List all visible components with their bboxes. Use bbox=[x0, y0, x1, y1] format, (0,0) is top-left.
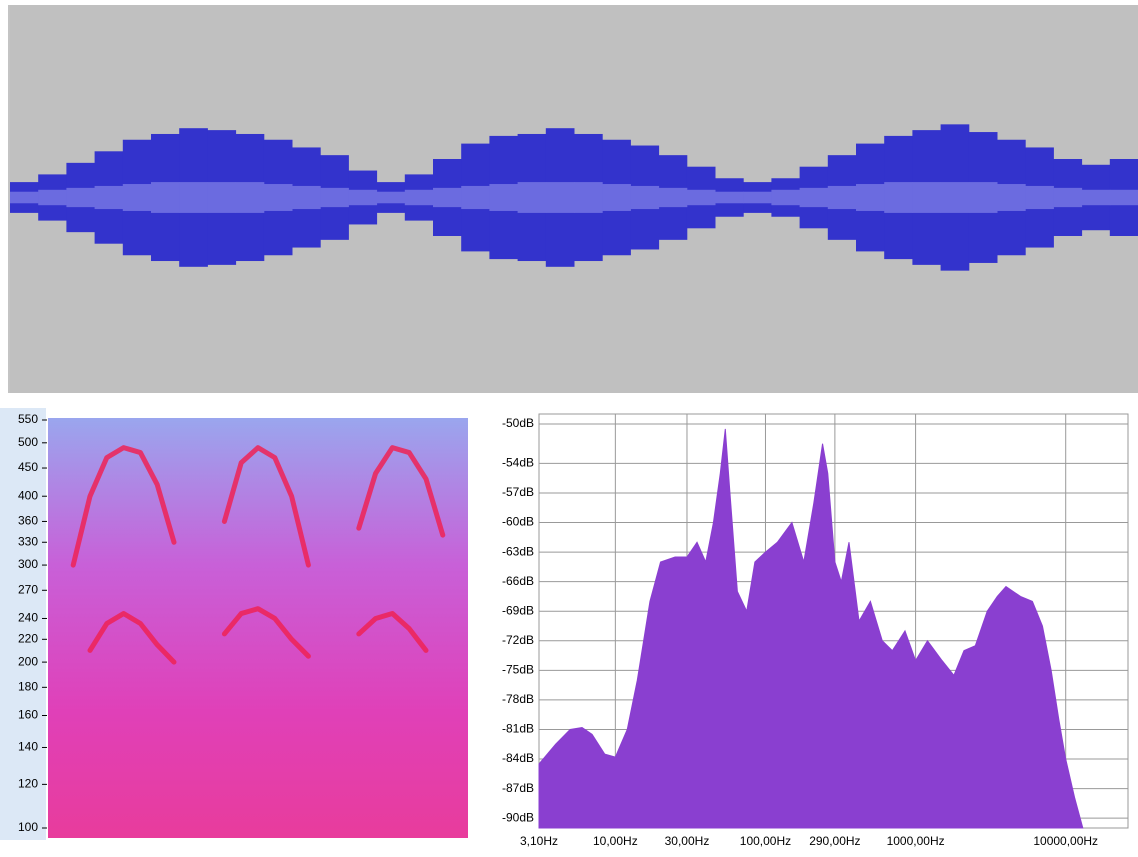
x-tick-label: 100,00Hz bbox=[740, 834, 791, 848]
envelope-bar bbox=[743, 192, 772, 204]
envelope-bar bbox=[405, 190, 434, 205]
envelope-bar bbox=[1025, 186, 1054, 209]
x-tick-label: 30,00Hz bbox=[665, 834, 710, 848]
envelope-bar bbox=[800, 188, 829, 207]
envelope-bar bbox=[884, 182, 913, 213]
y-tick-label: -72dB bbox=[502, 633, 534, 647]
y-tick-label: -90dB bbox=[502, 810, 534, 824]
envelope-bar bbox=[489, 184, 518, 211]
y-tick-label: 330 bbox=[18, 534, 38, 548]
y-tick-label: 160 bbox=[18, 708, 38, 722]
x-tick-label: 1000,00Hz bbox=[887, 834, 945, 848]
y-tick-label: -78dB bbox=[502, 692, 534, 706]
x-tick-label: 10000,00Hz bbox=[1033, 834, 1098, 848]
envelope-bar bbox=[1110, 190, 1138, 205]
envelope-bar bbox=[856, 184, 885, 211]
y-tick-label: -84dB bbox=[502, 751, 534, 765]
envelope-bar bbox=[292, 186, 321, 209]
envelope-bar bbox=[518, 182, 547, 213]
envelope-bar bbox=[828, 186, 857, 209]
envelope-bar bbox=[264, 184, 293, 211]
envelope-bar bbox=[95, 186, 124, 209]
envelope-bar bbox=[38, 190, 67, 205]
envelope-bar bbox=[207, 182, 236, 213]
envelope-bar bbox=[151, 182, 180, 213]
y-tick-label: 100 bbox=[18, 820, 38, 834]
y-tick-label: -81dB bbox=[502, 722, 534, 736]
envelope-bar bbox=[941, 182, 970, 213]
envelope-bar bbox=[771, 190, 800, 205]
y-tick-label: 120 bbox=[18, 777, 38, 791]
envelope-bar bbox=[574, 182, 603, 213]
page: 100 120 140 160 180 200 220 240 270 300 330 360 400 4… bbox=[0, 0, 1138, 852]
y-tick-label: -69dB bbox=[502, 603, 534, 617]
y-tick-label: -54dB bbox=[502, 456, 534, 470]
y-tick-label: 200 bbox=[18, 654, 38, 668]
y-tick-label: -66dB bbox=[502, 574, 534, 588]
envelope-bar bbox=[10, 192, 39, 204]
envelope-bar bbox=[602, 184, 631, 211]
envelope-bar bbox=[912, 182, 941, 213]
envelope-bar bbox=[66, 188, 95, 207]
envelope-bar bbox=[1082, 190, 1111, 205]
envelope-bar bbox=[377, 192, 406, 204]
y-tick-label: -50dB bbox=[502, 416, 534, 430]
y-tick-label: 500 bbox=[18, 435, 38, 449]
y-tick-label: 400 bbox=[18, 488, 38, 502]
y-tick-label: 270 bbox=[18, 582, 38, 596]
envelope-bar bbox=[461, 186, 490, 209]
y-tick-label: -75dB bbox=[502, 663, 534, 677]
envelope-bar bbox=[179, 182, 208, 213]
x-tick-label: 10,00Hz bbox=[593, 834, 638, 848]
y-tick-label: 240 bbox=[18, 611, 38, 625]
x-tick-label: 290,00Hz bbox=[809, 834, 860, 848]
envelope-bar bbox=[546, 182, 575, 213]
y-tick-label: -60dB bbox=[502, 515, 534, 529]
y-tick-label: 140 bbox=[18, 740, 38, 754]
y-tick-label: 220 bbox=[18, 631, 38, 645]
y-tick-label: 550 bbox=[18, 412, 38, 426]
envelope-bar bbox=[630, 186, 659, 209]
envelope-bar bbox=[348, 190, 377, 205]
x-tick-label: 3,10Hz bbox=[520, 834, 558, 848]
y-tick-label: 300 bbox=[18, 557, 38, 571]
envelope-bar bbox=[1053, 188, 1082, 207]
y-tick-label: 180 bbox=[18, 679, 38, 693]
envelope-bar bbox=[236, 182, 265, 213]
y-tick-label: 450 bbox=[18, 460, 38, 474]
envelope-bar bbox=[969, 182, 998, 213]
envelope-bar bbox=[997, 184, 1026, 211]
envelope-bar bbox=[433, 188, 462, 207]
envelope-bar bbox=[715, 192, 744, 204]
envelope-bar bbox=[123, 184, 152, 211]
screen: 100 120 140 160 180 200 220 240 270 300 330 360 400 4… bbox=[0, 0, 1138, 852]
y-tick-label: -57dB bbox=[502, 485, 534, 499]
y-tick-label: -87dB bbox=[502, 781, 534, 795]
envelope-bar bbox=[687, 190, 716, 205]
y-tick-label: 360 bbox=[18, 514, 38, 528]
envelope-bar bbox=[320, 188, 349, 207]
envelope-bar bbox=[659, 188, 688, 207]
y-tick-label: -63dB bbox=[502, 544, 534, 558]
